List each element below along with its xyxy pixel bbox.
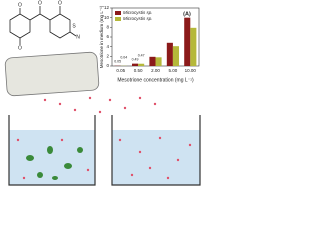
y-tick-label: 0: [106, 63, 109, 68]
legend-label: Microcystis sp.: [123, 10, 153, 15]
bar: [172, 46, 179, 66]
bar: [184, 17, 191, 67]
x-tick-label: 5.00: [169, 68, 178, 73]
legend-label: Microcystis sp.: [123, 16, 153, 21]
legend-swatch: [115, 11, 121, 15]
bar: [155, 57, 162, 66]
value-label: 0.05: [114, 60, 121, 64]
bar: [138, 63, 145, 66]
value-label: 0.04: [120, 56, 127, 60]
y-tick-label: 10: [104, 15, 110, 20]
y-tick-label: 6: [106, 34, 109, 39]
x-axis-label: Mesotrione concentration (mg L⁻¹): [117, 77, 194, 83]
bar: [132, 63, 139, 66]
bar: [166, 42, 173, 66]
y-axis-label: Mesotrione in medium (mg L⁻¹): [99, 5, 104, 68]
y-tick-label: 8: [106, 25, 109, 30]
atom-label: O: [58, 0, 62, 6]
atom-label: O: [38, 0, 42, 6]
molecule-labels: O O O N O S: [18, 0, 80, 51]
panel-label: (A): [183, 11, 191, 17]
bar: [190, 27, 197, 66]
atom-label: N: [76, 34, 80, 40]
y-tick-label: 12: [104, 5, 110, 10]
x-tick-label: 0.05: [116, 68, 125, 73]
tray: [4, 51, 100, 97]
x-tick-label: 2.00: [151, 68, 160, 73]
x-tick-label: 0.50: [134, 68, 143, 73]
value-label: 0.49: [132, 58, 139, 62]
atom-label: O: [18, 2, 22, 8]
y-tick-label: 2: [106, 54, 109, 59]
atom-label: S: [72, 23, 76, 29]
legend-swatch: [115, 17, 121, 21]
x-tick-label: 10.00: [185, 68, 197, 73]
value-label: 0.47: [138, 54, 145, 58]
beakers: [8, 96, 201, 186]
molecule: [9, 6, 77, 45]
atom-label: O: [18, 45, 22, 51]
y-tick-label: 4: [106, 44, 109, 49]
bar: [149, 56, 156, 66]
